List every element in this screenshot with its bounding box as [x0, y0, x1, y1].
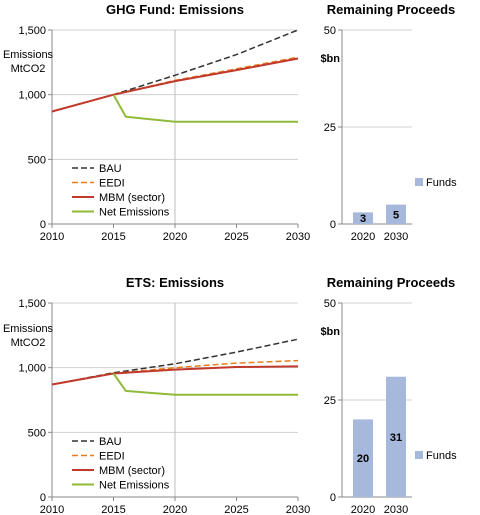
line-chart-0: GHG Fund: Emissions 0 500 1,000 1,500 2010 201…: [3, 2, 310, 243]
y-tick-label: 50: [324, 25, 336, 37]
y-axis-label: MtCO2: [11, 63, 46, 75]
y-axis-label: $bn: [320, 326, 340, 338]
x-tick-label: 2020: [163, 504, 187, 515]
legend-swatch: [415, 451, 423, 459]
bar-value-label: 5: [393, 209, 399, 221]
y-tick-label: 1,500: [18, 25, 46, 37]
y-tick-label: 500: [28, 154, 46, 166]
x-tick-label: 2020: [351, 231, 375, 243]
x-tick-label: 2025: [224, 504, 248, 515]
x-tick-label: 2030: [286, 504, 310, 515]
x-tick-label: 2030: [286, 231, 310, 243]
legend-label: BAU: [99, 436, 122, 448]
legend-label: BAU: [99, 163, 122, 175]
x-tick-label: 2015: [101, 504, 125, 515]
y-axis-label: $bn: [320, 53, 340, 65]
line-chart-2: ETS: Emissions 0 500 1,000 1,500 2010 2015 2020…: [3, 275, 310, 515]
legend-label: EEDI: [99, 451, 125, 463]
bar: [353, 419, 373, 497]
y-tick-label: 1,000: [18, 363, 46, 375]
x-tick-label: 2025: [224, 231, 248, 243]
legend-label: Net Emissions: [99, 207, 170, 219]
legend-swatch: [415, 178, 423, 186]
x-tick-label: 2020: [163, 231, 187, 243]
legend-label: Funds: [426, 177, 457, 189]
legend-label: Funds: [426, 450, 457, 462]
y-tick-label: 25: [324, 122, 336, 134]
y-tick-label: 0: [40, 219, 46, 231]
chart-title: GHG Fund: Emissions: [106, 2, 244, 17]
x-tick-label: 2010: [40, 231, 64, 243]
y-tick-label: 500: [28, 427, 46, 439]
bar-value-label: 20: [357, 453, 369, 465]
y-tick-label: 25: [324, 395, 336, 407]
bar-chart-3: Remaining Proceeds02550$bn202020312030Fu…: [320, 275, 457, 515]
legend-label: EEDI: [99, 178, 125, 190]
legend-label: Net Emissions: [99, 480, 170, 492]
y-tick-label: 0: [330, 492, 336, 504]
bar-value-label: 3: [360, 213, 366, 225]
x-tick-label: 2015: [101, 231, 125, 243]
chart-title: ETS: Emissions: [126, 275, 224, 290]
series-line-mbm-sector-: [51, 57, 299, 113]
bar: [353, 212, 373, 224]
y-tick-label: 0: [330, 219, 336, 231]
bar-value-label: 31: [390, 432, 402, 444]
legend-label: MBM (sector): [99, 192, 165, 204]
y-tick-label: 1,500: [18, 298, 46, 310]
chart-title: Remaining Proceeds: [327, 2, 456, 17]
y-tick-label: 50: [324, 298, 336, 310]
series-line-bau: [51, 29, 299, 113]
x-tick-label: 2020: [351, 504, 375, 515]
bar-chart-1: Remaining Proceeds 0 25 50 $bn 3 2020 5 2030 Fund…: [320, 2, 457, 243]
x-tick-label: 2030: [384, 504, 408, 515]
y-axis-label: MtCO2: [11, 337, 46, 349]
y-axis-label: Emissions: [3, 323, 54, 335]
series-line-mbm-sector-: [51, 365, 299, 386]
x-tick-label: 2030: [384, 231, 408, 243]
bar: [386, 204, 406, 224]
bar: [386, 376, 406, 497]
series-line-net-emissions: [112, 372, 298, 396]
y-axis-label: Emissions: [3, 49, 54, 61]
chart-title: Remaining Proceeds: [327, 275, 456, 290]
series-line-net-emissions: [112, 94, 298, 123]
x-tick-label: 2010: [40, 504, 64, 515]
y-tick-label: 0: [40, 492, 46, 504]
legend-label: MBM (sector): [99, 465, 165, 477]
y-tick-label: 1,000: [18, 90, 46, 102]
